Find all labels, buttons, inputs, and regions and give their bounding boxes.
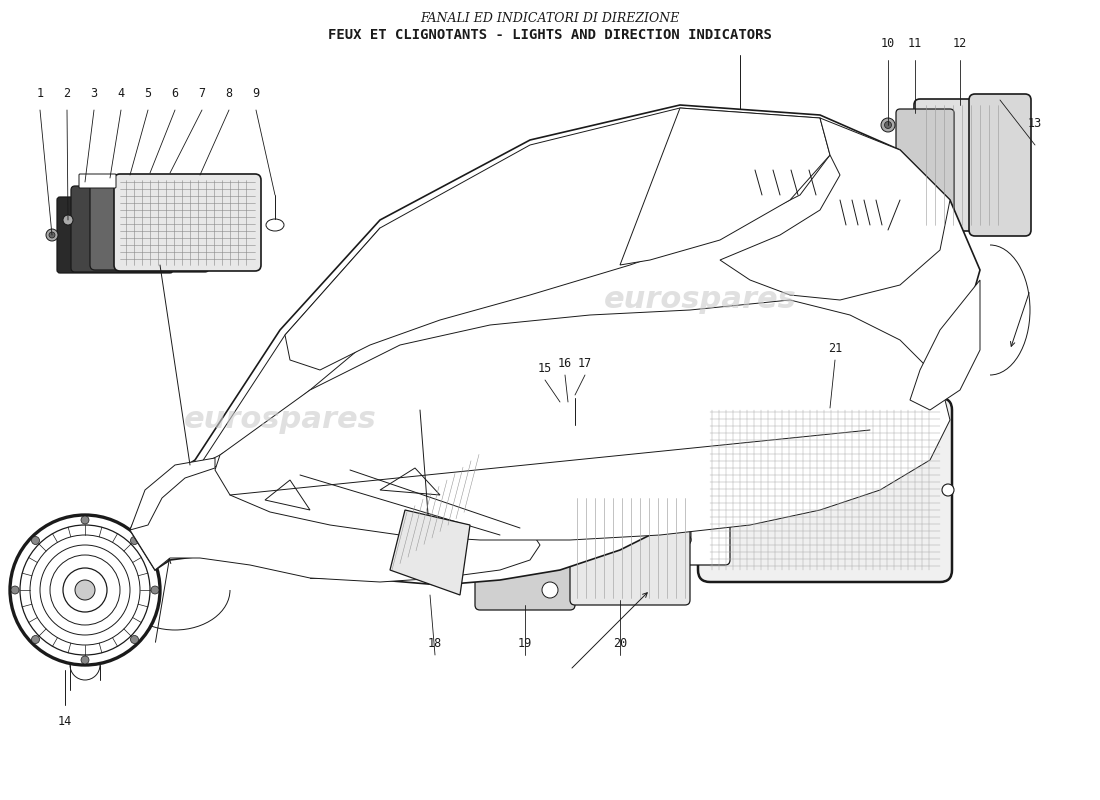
Text: eurospares: eurospares bbox=[184, 406, 376, 434]
Text: 12: 12 bbox=[953, 37, 967, 50]
Circle shape bbox=[81, 516, 89, 524]
Polygon shape bbox=[285, 108, 830, 370]
Circle shape bbox=[194, 481, 242, 529]
Ellipse shape bbox=[266, 219, 284, 231]
FancyBboxPatch shape bbox=[475, 495, 575, 610]
Circle shape bbox=[146, 483, 210, 547]
Polygon shape bbox=[130, 458, 214, 530]
FancyBboxPatch shape bbox=[114, 174, 261, 271]
Polygon shape bbox=[200, 228, 430, 465]
Text: 13: 13 bbox=[1027, 117, 1042, 130]
FancyBboxPatch shape bbox=[310, 562, 365, 578]
Polygon shape bbox=[620, 108, 830, 265]
FancyBboxPatch shape bbox=[595, 400, 730, 565]
Circle shape bbox=[881, 118, 895, 132]
Circle shape bbox=[150, 487, 206, 543]
Circle shape bbox=[50, 232, 55, 238]
FancyBboxPatch shape bbox=[90, 180, 230, 270]
Circle shape bbox=[11, 586, 19, 594]
Text: 9: 9 bbox=[252, 87, 260, 100]
Circle shape bbox=[32, 635, 40, 643]
Circle shape bbox=[644, 539, 656, 551]
Text: 19: 19 bbox=[518, 637, 532, 650]
Circle shape bbox=[75, 580, 95, 600]
Circle shape bbox=[81, 656, 89, 664]
Circle shape bbox=[566, 382, 583, 398]
Circle shape bbox=[603, 543, 617, 557]
Text: 10: 10 bbox=[881, 37, 895, 50]
Polygon shape bbox=[910, 280, 980, 410]
Text: 3: 3 bbox=[90, 87, 98, 100]
Text: FANALI ED INDICATORI DI DIREZIONE: FANALI ED INDICATORI DI DIREZIONE bbox=[420, 12, 680, 25]
Polygon shape bbox=[130, 465, 540, 582]
Circle shape bbox=[131, 635, 139, 643]
Circle shape bbox=[30, 535, 140, 645]
Circle shape bbox=[63, 215, 73, 225]
Circle shape bbox=[613, 448, 637, 472]
Text: 14: 14 bbox=[58, 715, 73, 728]
Text: 2: 2 bbox=[64, 87, 70, 100]
FancyBboxPatch shape bbox=[969, 94, 1031, 236]
FancyBboxPatch shape bbox=[79, 174, 116, 188]
Polygon shape bbox=[265, 480, 310, 510]
Text: 20: 20 bbox=[613, 637, 627, 650]
Circle shape bbox=[890, 150, 900, 160]
Circle shape bbox=[40, 545, 130, 635]
FancyBboxPatch shape bbox=[938, 268, 967, 332]
Text: 18: 18 bbox=[428, 637, 442, 650]
Polygon shape bbox=[390, 510, 470, 595]
Circle shape bbox=[151, 586, 160, 594]
Circle shape bbox=[46, 229, 58, 241]
Circle shape bbox=[190, 477, 246, 533]
Circle shape bbox=[131, 537, 139, 545]
Circle shape bbox=[32, 537, 40, 545]
Polygon shape bbox=[130, 105, 980, 585]
Text: 7: 7 bbox=[198, 87, 206, 100]
FancyBboxPatch shape bbox=[72, 186, 209, 272]
Text: 15: 15 bbox=[538, 362, 552, 375]
Text: 17: 17 bbox=[578, 357, 592, 370]
FancyBboxPatch shape bbox=[570, 490, 690, 605]
Circle shape bbox=[660, 460, 680, 480]
Polygon shape bbox=[379, 468, 440, 495]
Circle shape bbox=[539, 402, 544, 408]
Circle shape bbox=[542, 582, 558, 598]
Circle shape bbox=[615, 490, 635, 510]
FancyBboxPatch shape bbox=[57, 197, 173, 273]
Text: 16: 16 bbox=[558, 357, 572, 370]
FancyBboxPatch shape bbox=[605, 417, 646, 543]
Text: 11: 11 bbox=[908, 37, 922, 50]
FancyBboxPatch shape bbox=[896, 109, 954, 227]
FancyBboxPatch shape bbox=[650, 417, 691, 543]
Text: 4: 4 bbox=[118, 87, 124, 100]
Circle shape bbox=[535, 398, 549, 412]
Text: eurospares: eurospares bbox=[604, 286, 796, 314]
Circle shape bbox=[63, 568, 107, 612]
Text: 6: 6 bbox=[172, 87, 178, 100]
Circle shape bbox=[679, 534, 691, 546]
Text: 21: 21 bbox=[828, 342, 843, 355]
Circle shape bbox=[10, 515, 160, 665]
FancyBboxPatch shape bbox=[493, 508, 557, 542]
FancyBboxPatch shape bbox=[698, 398, 952, 582]
Text: FEUX ET CLIGNOTANTS - LIGHTS AND DIRECTION INDICATORS: FEUX ET CLIGNOTANTS - LIGHTS AND DIRECTI… bbox=[328, 28, 772, 42]
Circle shape bbox=[884, 122, 891, 129]
FancyBboxPatch shape bbox=[914, 99, 1011, 231]
Polygon shape bbox=[214, 300, 950, 540]
Text: 5: 5 bbox=[144, 87, 152, 100]
Circle shape bbox=[571, 426, 579, 434]
Circle shape bbox=[20, 525, 150, 655]
Text: 1: 1 bbox=[36, 87, 44, 100]
Polygon shape bbox=[720, 118, 950, 300]
Circle shape bbox=[942, 484, 954, 496]
Text: 8: 8 bbox=[226, 87, 232, 100]
Circle shape bbox=[50, 555, 120, 625]
